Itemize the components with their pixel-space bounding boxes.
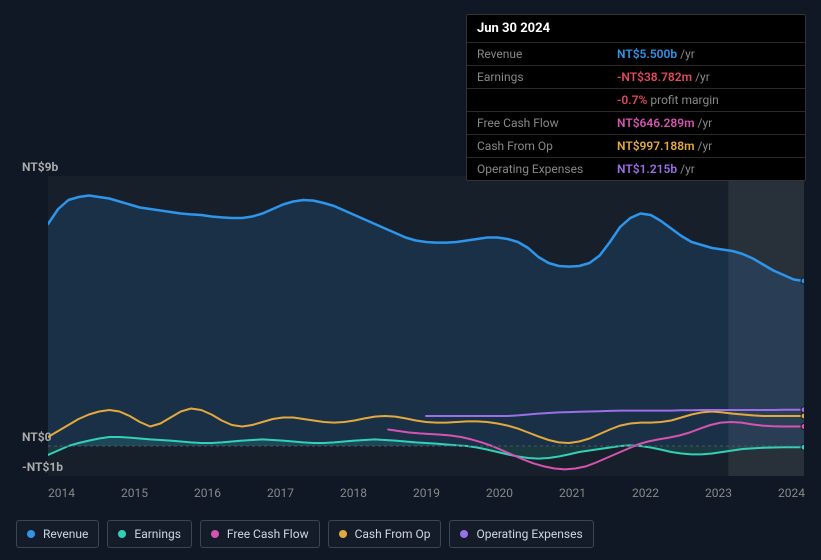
tooltip-row-value: NT$5.500b/yr (617, 47, 695, 61)
x-axis-tick: 2024 (778, 486, 805, 500)
tooltip-row-label (477, 93, 587, 107)
legend-label: Earnings (134, 527, 181, 541)
x-axis-tick: 2014 (48, 486, 75, 500)
tooltip-row: Earnings -NT$38.782m/yr (467, 65, 805, 88)
tooltip-row-value: -0.7%profit margin (617, 93, 719, 107)
y-axis-label-top: NT$9b (22, 160, 58, 174)
x-axis-tick: 2019 (413, 486, 440, 500)
legend-item-free-cash-flow[interactable]: Free Cash Flow (200, 520, 320, 548)
x-axis-tick: 2020 (486, 486, 513, 500)
x-axis-tick: 2022 (632, 486, 659, 500)
tooltip-row: Free Cash Flow NT$646.289m/yr (467, 111, 805, 134)
tooltip-row-label: Operating Expenses (477, 162, 587, 176)
tooltip-header: Jun 30 2024 (467, 15, 805, 42)
tooltip-row: Cash From Op NT$997.188m/yr (467, 134, 805, 157)
tooltip-row-label: Cash From Op (477, 139, 587, 153)
x-axis-tick: 2023 (705, 486, 732, 500)
legend-dot-icon (27, 530, 35, 538)
legend-dot-icon (339, 530, 347, 538)
legend-item-cash-from-op[interactable]: Cash From Op (328, 520, 442, 548)
x-axis-tick: 2018 (340, 486, 367, 500)
tooltip-row-label: Revenue (477, 47, 587, 61)
legend-item-revenue[interactable]: Revenue (16, 520, 99, 548)
x-axis-tick: 2015 (121, 486, 148, 500)
tooltip-row: Revenue NT$5.500b/yr (467, 42, 805, 65)
legend-item-earnings[interactable]: Earnings (107, 520, 192, 548)
x-axis-tick: 2021 (559, 486, 586, 500)
tooltip-row-value: -NT$38.782m/yr (617, 70, 710, 84)
legend-label: Cash From Op (355, 527, 431, 541)
x-axis-tick: 2017 (267, 486, 294, 500)
tooltip-row-value: NT$646.289m/yr (617, 116, 712, 130)
tooltip-row-value: NT$1.215b/yr (617, 162, 695, 176)
legend: Revenue Earnings Free Cash Flow Cash Fro… (16, 520, 594, 548)
legend-dot-icon (460, 530, 468, 538)
legend-dot-icon (118, 530, 126, 538)
legend-label: Free Cash Flow (227, 527, 309, 541)
tooltip-row-label: Free Cash Flow (477, 116, 587, 130)
legend-label: Operating Expenses (476, 527, 582, 541)
tooltip-row: Operating Expenses NT$1.215b/yr (467, 157, 805, 180)
chart-tooltip: Jun 30 2024 Revenue NT$5.500b/yr Earning… (466, 14, 806, 181)
tooltip-row-value: NT$997.188m/yr (617, 139, 712, 153)
legend-dot-icon (211, 530, 219, 538)
tooltip-row: -0.7%profit margin (467, 88, 805, 111)
legend-label: Revenue (43, 527, 88, 541)
financials-chart[interactable] (48, 176, 804, 476)
tooltip-row-label: Earnings (477, 70, 587, 84)
x-axis-labels: 2014 2015 2016 2017 2018 2019 2020 2021 2022 2023… (48, 486, 805, 500)
legend-item-operating-expenses[interactable]: Operating Expenses (449, 520, 593, 548)
x-axis-tick: 2016 (194, 486, 221, 500)
